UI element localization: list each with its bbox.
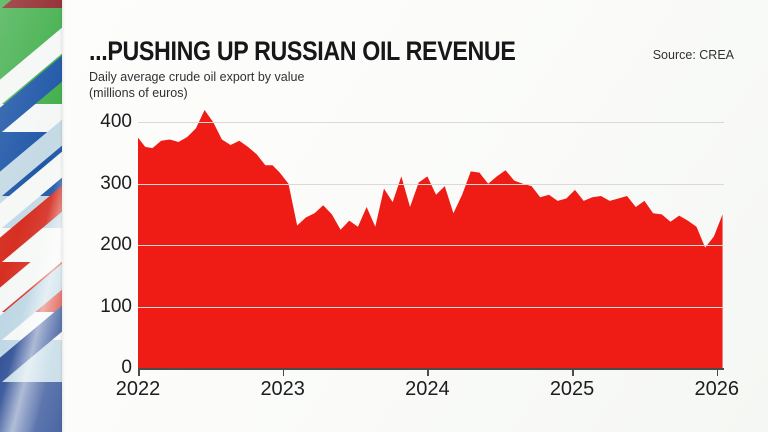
y-axis-tick-label: 300 [100,172,132,194]
y-axis-tick-label: 100 [100,295,132,317]
area-series-path [138,110,723,368]
x-axis-tickmark [716,368,719,376]
y-axis-tick-label: 0 [121,357,132,378]
source-label: Source: CREA [652,48,734,62]
x-axis-tick-label: 2022 [115,378,161,400]
card-left-edge [62,0,65,432]
x-axis-tick-label: 2023 [260,378,305,400]
y-axis-tick-label: 200 [100,234,132,256]
x-axis-tickmark [282,368,285,376]
x-axis-tick-label: 2026 [694,378,740,400]
x-axis-tickmark [572,368,574,376]
page-title: ...PUSHING UP RUSSIAN OIL REVENUE [89,36,516,66]
x-axis-line [138,368,724,370]
x-axis-tickmark [138,368,140,376]
x-axis-tick-label: 2024 [405,378,450,400]
gridline [138,245,724,247]
x-axis-tickmark [427,368,429,376]
gridline [138,122,724,124]
gridline [138,306,724,308]
chart-subtitle: Daily average crude oil export by value … [89,70,305,100]
x-axis-tick-label: 2025 [549,378,595,400]
gridline [138,183,724,185]
y-axis-tick-label: 400 [100,111,132,133]
